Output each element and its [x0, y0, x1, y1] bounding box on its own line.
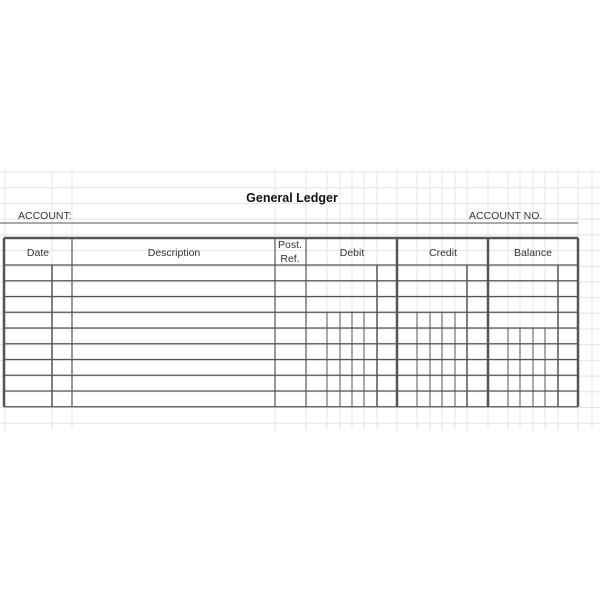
ledger-table-lines [0, 222, 580, 408]
header-post-ref-line1: Post. [278, 239, 302, 251]
header-description: Description [148, 247, 201, 259]
header-credit: Credit [429, 247, 457, 259]
header-post-ref-line2: Ref. [280, 253, 299, 265]
account-no-label: ACCOUNT NO. [469, 210, 542, 222]
header-debit: Debit [340, 247, 365, 259]
ledger-title: General Ledger [246, 191, 338, 205]
header-date: Date [27, 247, 49, 259]
header-balance: Balance [514, 247, 552, 259]
account-label: ACCOUNT: [18, 210, 72, 222]
